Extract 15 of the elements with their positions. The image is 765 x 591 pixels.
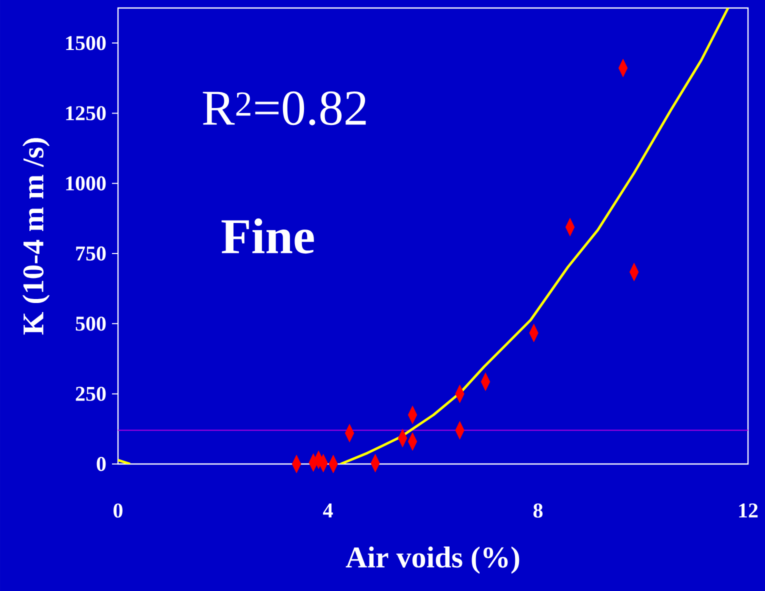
y-tick-label: 1250 [66,106,106,120]
annotation: Fine [222,218,314,254]
y-tick-label: 1000 [66,176,106,190]
x-tick-label: 12 [739,504,758,518]
y-tick-label: 500 [76,316,106,331]
y-tick-label: 750 [76,246,106,261]
y-tick-label: 250 [76,386,106,401]
annotation: R$^{2}$=0.82 [202,91,366,126]
y-axis-title: K (10-4 m m /s) [22,138,50,335]
y-tick-label: 1500 [66,36,106,50]
x-tick-label: 4 [323,504,333,518]
x-tick-label: 8 [533,504,543,518]
y-tick-label: 0 [96,456,106,472]
x-axis-title: Air voids (%) [346,546,520,574]
x-tick-label: 0 [114,504,122,518]
